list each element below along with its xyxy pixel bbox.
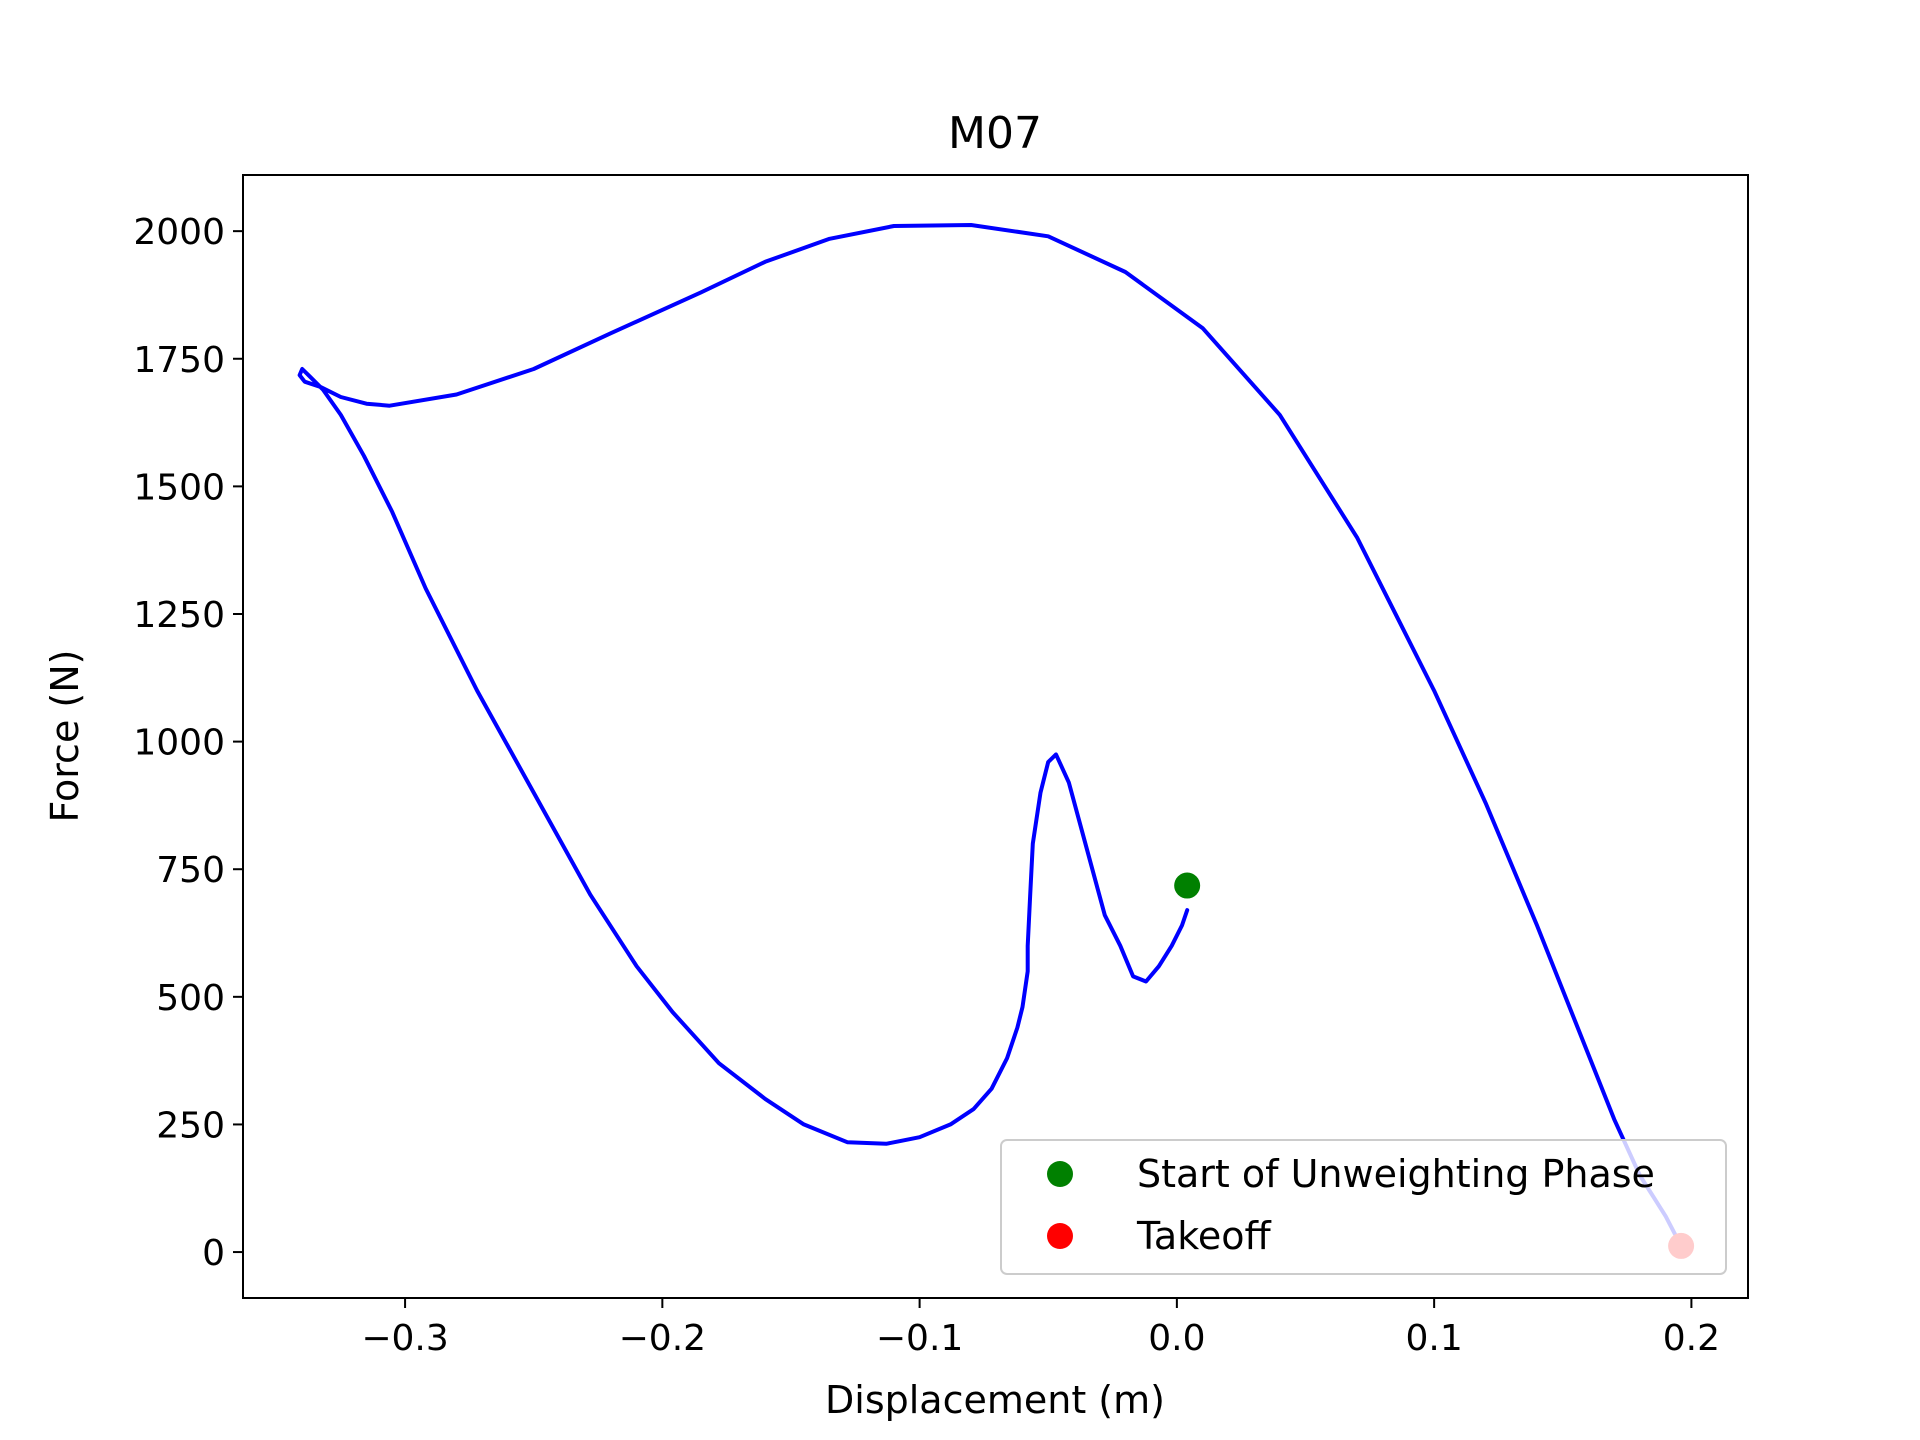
legend-box [1000,1139,1727,1275]
y-tick-label: 1250 [133,595,225,636]
y-tick-label: 500 [156,978,225,1019]
y-axis-label: Force (N) [43,650,87,823]
y-tick-label: 1750 [133,340,225,381]
x-tick-label: 0.2 [1663,1318,1720,1359]
y-tick-label: 2000 [133,212,225,253]
x-tick-label: 0.0 [1148,1318,1205,1359]
y-ticks: 0 250 500 750 1000 1250 1500 1750 2000 [133,212,243,1274]
y-tick-label: 1000 [133,723,225,764]
legend: Start of Unweighting Phase Takeoff [1000,1139,1727,1275]
x-tick-label: −0.1 [876,1318,963,1359]
start-unweighting-marker [1174,872,1201,899]
y-tick-label: 0 [202,1233,225,1274]
y-tick-label: 750 [156,850,225,891]
legend-marker-start [1047,1161,1073,1187]
legend-label-takeoff: Takeoff [1136,1214,1271,1258]
x-tick-label: 0.1 [1406,1318,1463,1359]
chart-title: M07 [948,108,1042,159]
x-tick-label: −0.2 [619,1318,706,1359]
x-ticks: −0.3 −0.2 −0.1 0.0 0.1 0.2 [361,1298,1720,1359]
legend-label-start: Start of Unweighting Phase [1137,1152,1655,1196]
axes-frame [242,174,1749,1299]
legend-marker-takeoff [1047,1223,1073,1249]
x-axis-label: Displacement (m) [825,1378,1165,1422]
series-line [297,223,1684,1248]
x-tick-label: −0.3 [361,1318,448,1359]
y-tick-label: 250 [156,1105,225,1146]
y-tick-label: 1500 [133,467,225,508]
